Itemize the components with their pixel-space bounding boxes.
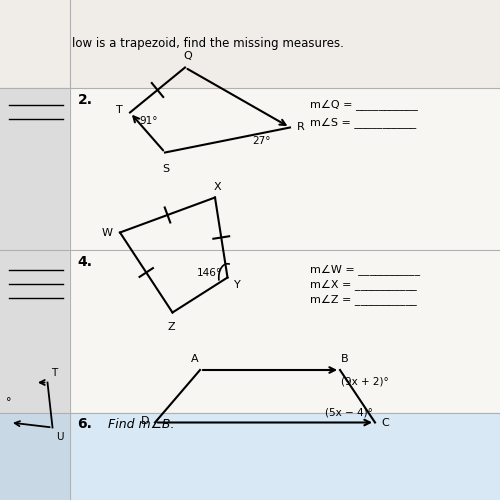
Text: Q: Q xyxy=(183,52,192,62)
Text: T: T xyxy=(116,105,122,115)
Bar xyxy=(70,412,500,500)
Text: (9x + 2)°: (9x + 2)° xyxy=(341,376,389,386)
Text: A: A xyxy=(191,354,199,364)
Text: D: D xyxy=(140,416,149,426)
Text: X: X xyxy=(214,182,222,192)
Text: U: U xyxy=(56,432,64,442)
Bar xyxy=(70,88,500,250)
Text: m∠X = ___________: m∠X = ___________ xyxy=(310,280,417,290)
Bar xyxy=(0,250,70,412)
Text: 27°: 27° xyxy=(252,136,271,146)
Text: °: ° xyxy=(6,397,12,407)
Text: 91°: 91° xyxy=(139,116,158,126)
Text: Z: Z xyxy=(168,322,175,332)
Text: m∠S = ___________: m∠S = ___________ xyxy=(310,117,416,128)
Text: 2.: 2. xyxy=(78,92,92,106)
Text: S: S xyxy=(162,164,170,173)
Bar xyxy=(0,88,70,250)
Text: 6.: 6. xyxy=(78,418,92,432)
Bar xyxy=(0,0,500,88)
Text: T: T xyxy=(52,368,58,378)
Text: 4.: 4. xyxy=(78,255,92,269)
Text: m∠Z = ___________: m∠Z = ___________ xyxy=(310,294,417,306)
Text: m∠W = ___________: m∠W = ___________ xyxy=(310,264,420,276)
Text: Y: Y xyxy=(234,280,241,290)
Text: 146°: 146° xyxy=(196,268,222,278)
Text: (5x − 4)°: (5x − 4)° xyxy=(324,408,372,418)
Bar xyxy=(70,250,500,412)
Bar xyxy=(0,412,70,500)
Text: C: C xyxy=(381,418,389,428)
Text: low is a trapezoid, find the missing measures.: low is a trapezoid, find the missing mea… xyxy=(72,38,344,51)
Text: m∠Q = ___________: m∠Q = ___________ xyxy=(310,100,418,110)
Text: R: R xyxy=(296,122,304,132)
Text: W: W xyxy=(102,228,112,237)
Text: Find m∠B.: Find m∠B. xyxy=(108,418,174,430)
Text: B: B xyxy=(341,354,349,364)
